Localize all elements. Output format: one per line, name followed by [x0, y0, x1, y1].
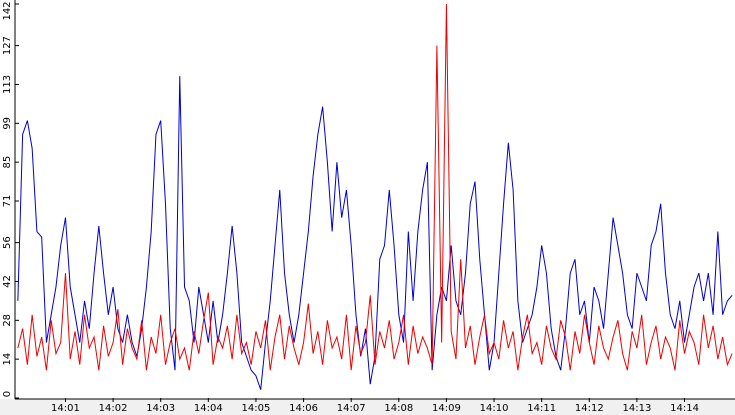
x-tick-label: 14:02 [99, 403, 128, 414]
y-tick-label: 71 [2, 195, 13, 208]
series-line [17, 3, 733, 371]
x-tick-label: 14:08 [384, 403, 413, 414]
x-tick-label: 14:03 [146, 403, 175, 414]
x-tick-label: 14:09 [432, 403, 461, 414]
x-tick-label: 14:11 [527, 403, 556, 414]
y-tick-label: 28 [2, 314, 13, 327]
y-tick-label: 113 [2, 75, 13, 94]
y-tick-label: 0 [2, 391, 13, 397]
x-tick-label: 14:10 [480, 403, 509, 414]
y-tick-label: 42 [2, 275, 13, 288]
x-tick-label: 14:13 [622, 403, 651, 414]
x-tick-label: 14:06 [289, 403, 318, 414]
x-tick-label: 14:07 [337, 403, 366, 414]
series-line [17, 76, 733, 390]
x-axis-band [0, 399, 735, 415]
y-tick-label: 14 [2, 353, 13, 366]
x-tick-label: 14:12 [575, 403, 604, 414]
x-tick-label: 14:05 [242, 403, 271, 414]
x-tick-label: 14:04 [194, 403, 223, 414]
y-tick-label: 56 [2, 236, 13, 249]
y-tick-label: 85 [2, 156, 13, 169]
x-tick-label: 14:01 [51, 403, 80, 414]
x-tick-label: 14:14 [670, 403, 699, 414]
y-tick-label: 142 [2, 1, 13, 20]
y-tick-label: 127 [2, 36, 13, 55]
y-tick-label: 99 [2, 117, 13, 130]
